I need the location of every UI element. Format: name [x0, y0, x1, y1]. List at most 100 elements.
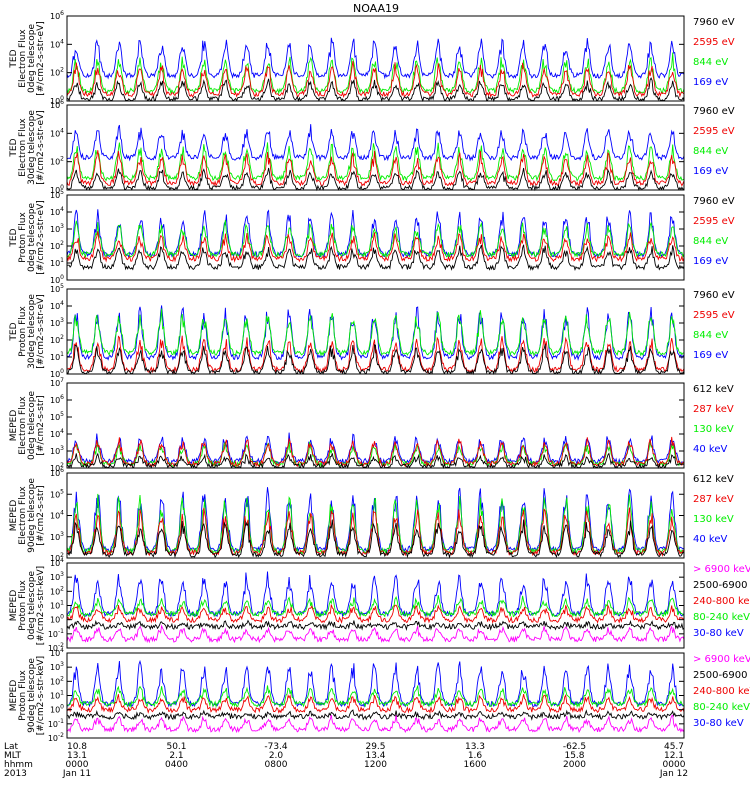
panel-6: 102 103 104 105 106 MEPEDElectron Flux90deg t…	[9, 467, 734, 563]
legend-entry: 287 keV	[693, 494, 734, 505]
x-tick-label: 2.0	[269, 751, 284, 761]
series-green	[66, 142, 685, 183]
legend-entry: 7960 eV	[693, 196, 735, 207]
series-red	[66, 231, 685, 263]
panel-frame	[66, 288, 685, 375]
y-axis-label: TEDElectron Flux0deg telescope[#/cm2-s-s…	[9, 21, 46, 96]
x-tick-label: 50.1	[166, 742, 186, 752]
y-tick-label: 10-1	[48, 628, 64, 639]
panel-frame	[66, 194, 685, 281]
series-blue	[66, 37, 685, 80]
y-axis-label: TEDProton Flux0deg telescope[#/cm2-s-str…	[9, 200, 46, 275]
y-tick-label: 10-2	[48, 642, 64, 653]
panel-frame	[66, 104, 685, 191]
series-black	[66, 244, 685, 271]
y-tick-label: 102	[50, 240, 64, 251]
series-red	[66, 335, 685, 374]
axis-row-label: Lat	[4, 742, 19, 752]
y-tick-label: 104	[50, 510, 64, 521]
legend-entry: 2595 eV	[693, 310, 735, 321]
series-red	[66, 604, 685, 624]
legend-entry: 2500-6900	[693, 670, 748, 681]
y-tick-label: 102	[50, 67, 64, 78]
legend-entry: 40 keV	[693, 534, 727, 545]
series-black	[67, 452, 685, 470]
legend-entry: 80-240 keV	[693, 612, 750, 623]
y-tick-label: 104	[50, 38, 64, 49]
series-magenta	[66, 714, 685, 734]
y-tick-label: 10-1	[48, 718, 64, 729]
panel-4: 100 101 102 103 104 105 TEDProton Flux30deg te…	[9, 283, 735, 379]
legend-entry: 844 eV	[693, 236, 728, 247]
legend-entry: 169 eV	[693, 350, 728, 361]
legend-entry: 7960 eV	[693, 17, 735, 28]
y-tick-label: 104	[50, 206, 64, 217]
panel-1: 100 102 104 106 TEDElectron Flux0deg telesco…	[9, 10, 735, 106]
legend-entry: 612 keV	[693, 384, 734, 395]
y-tick-label: 100	[50, 614, 64, 625]
x-tick-label: 2.1	[169, 751, 183, 761]
y-tick-label: 104	[50, 647, 64, 658]
x-tick-label: 0800	[265, 760, 288, 770]
legend-entry: 169 eV	[693, 77, 728, 88]
x-tick-label: 1600	[464, 760, 487, 770]
legend-entry: 612 keV	[693, 474, 734, 485]
y-tick-label: 102	[50, 462, 64, 473]
series-red	[66, 61, 685, 99]
panel-frame	[66, 382, 685, 469]
y-tick-label: 105	[50, 411, 64, 422]
x-tick-label: 0400	[165, 760, 188, 770]
axis-row-label: hhmm	[4, 760, 33, 770]
y-tick-label: 100	[50, 95, 64, 106]
y-axis-label: MEPEDElectron Flux0deg telescope[#/cm2-s…	[9, 391, 46, 461]
y-tick-label: 10-2	[48, 732, 64, 743]
y-tick-label: 102	[50, 156, 64, 167]
y-tick-label: 101	[50, 257, 64, 268]
x-tick-label: 1200	[364, 760, 387, 770]
series-blue	[66, 487, 685, 554]
panel-8: 10-2 10-1 100 101 102 103 104 MEPEDProton Flux9…	[9, 647, 750, 743]
legend-entry: 2595 eV	[693, 216, 735, 227]
panel-2: 100 102 104 106 TEDElectron Flux30deg telesc…	[9, 99, 735, 195]
panel-3: 100 101 102 103 104 105 TEDProton Flux0deg tel…	[9, 189, 735, 285]
y-tick-label: 103	[50, 571, 64, 582]
legend-entry: 130 keV	[693, 514, 734, 525]
series-black	[66, 619, 685, 632]
legend-entry: 844 eV	[693, 330, 728, 341]
y-axis-label: MEPEDElectron Flux90deg telescope[#/cm2-…	[9, 478, 46, 553]
y-tick-label: 104	[50, 557, 64, 568]
x-date-label: Jan 11	[62, 769, 91, 779]
y-tick-label: 106	[50, 394, 64, 405]
panels: 100 102 104 106 TEDElectron Flux0deg telesco…	[9, 10, 750, 743]
x-tick-label: 12.1	[664, 751, 684, 761]
y-axis-label: MEPEDProton Flux90deg telescope[#/cm2-s-…	[9, 656, 46, 735]
legend-entry: 7960 eV	[693, 106, 735, 117]
series-green	[66, 220, 685, 259]
legend-entry: 169 eV	[693, 256, 728, 267]
series-black	[66, 519, 685, 559]
y-tick-label: 104	[50, 127, 64, 138]
x-tick-label: -73.4	[264, 742, 288, 752]
x-tick-label: 13.4	[365, 751, 385, 761]
x-tick-label: 15.8	[564, 751, 584, 761]
x-tick-label: 13.1	[67, 751, 87, 761]
x-tick-label: 13.3	[465, 742, 485, 752]
legend-entry: 844 eV	[693, 146, 728, 157]
y-tick-label: 103	[50, 531, 64, 542]
legend-entry: 2500-6900	[693, 580, 748, 591]
x-tick-label: 1.6	[468, 751, 483, 761]
y-tick-label: 104	[50, 300, 64, 311]
x-tick-label: 0000	[663, 760, 686, 770]
series-blue	[66, 124, 685, 162]
x-tick-label: 0000	[66, 760, 89, 770]
legend-entry: 240-800 keV	[693, 686, 750, 697]
y-tick-label: 101	[50, 690, 64, 701]
y-tick-label: 100	[50, 704, 64, 715]
y-tick-label: 100	[50, 274, 64, 285]
series-green	[66, 685, 685, 709]
y-tick-label: 101	[50, 351, 64, 362]
series-black	[66, 709, 685, 721]
y-tick-label: 100	[50, 368, 64, 379]
panel-5: 102 103 104 105 106 107 MEPEDElectron Flux0deg…	[9, 377, 734, 473]
